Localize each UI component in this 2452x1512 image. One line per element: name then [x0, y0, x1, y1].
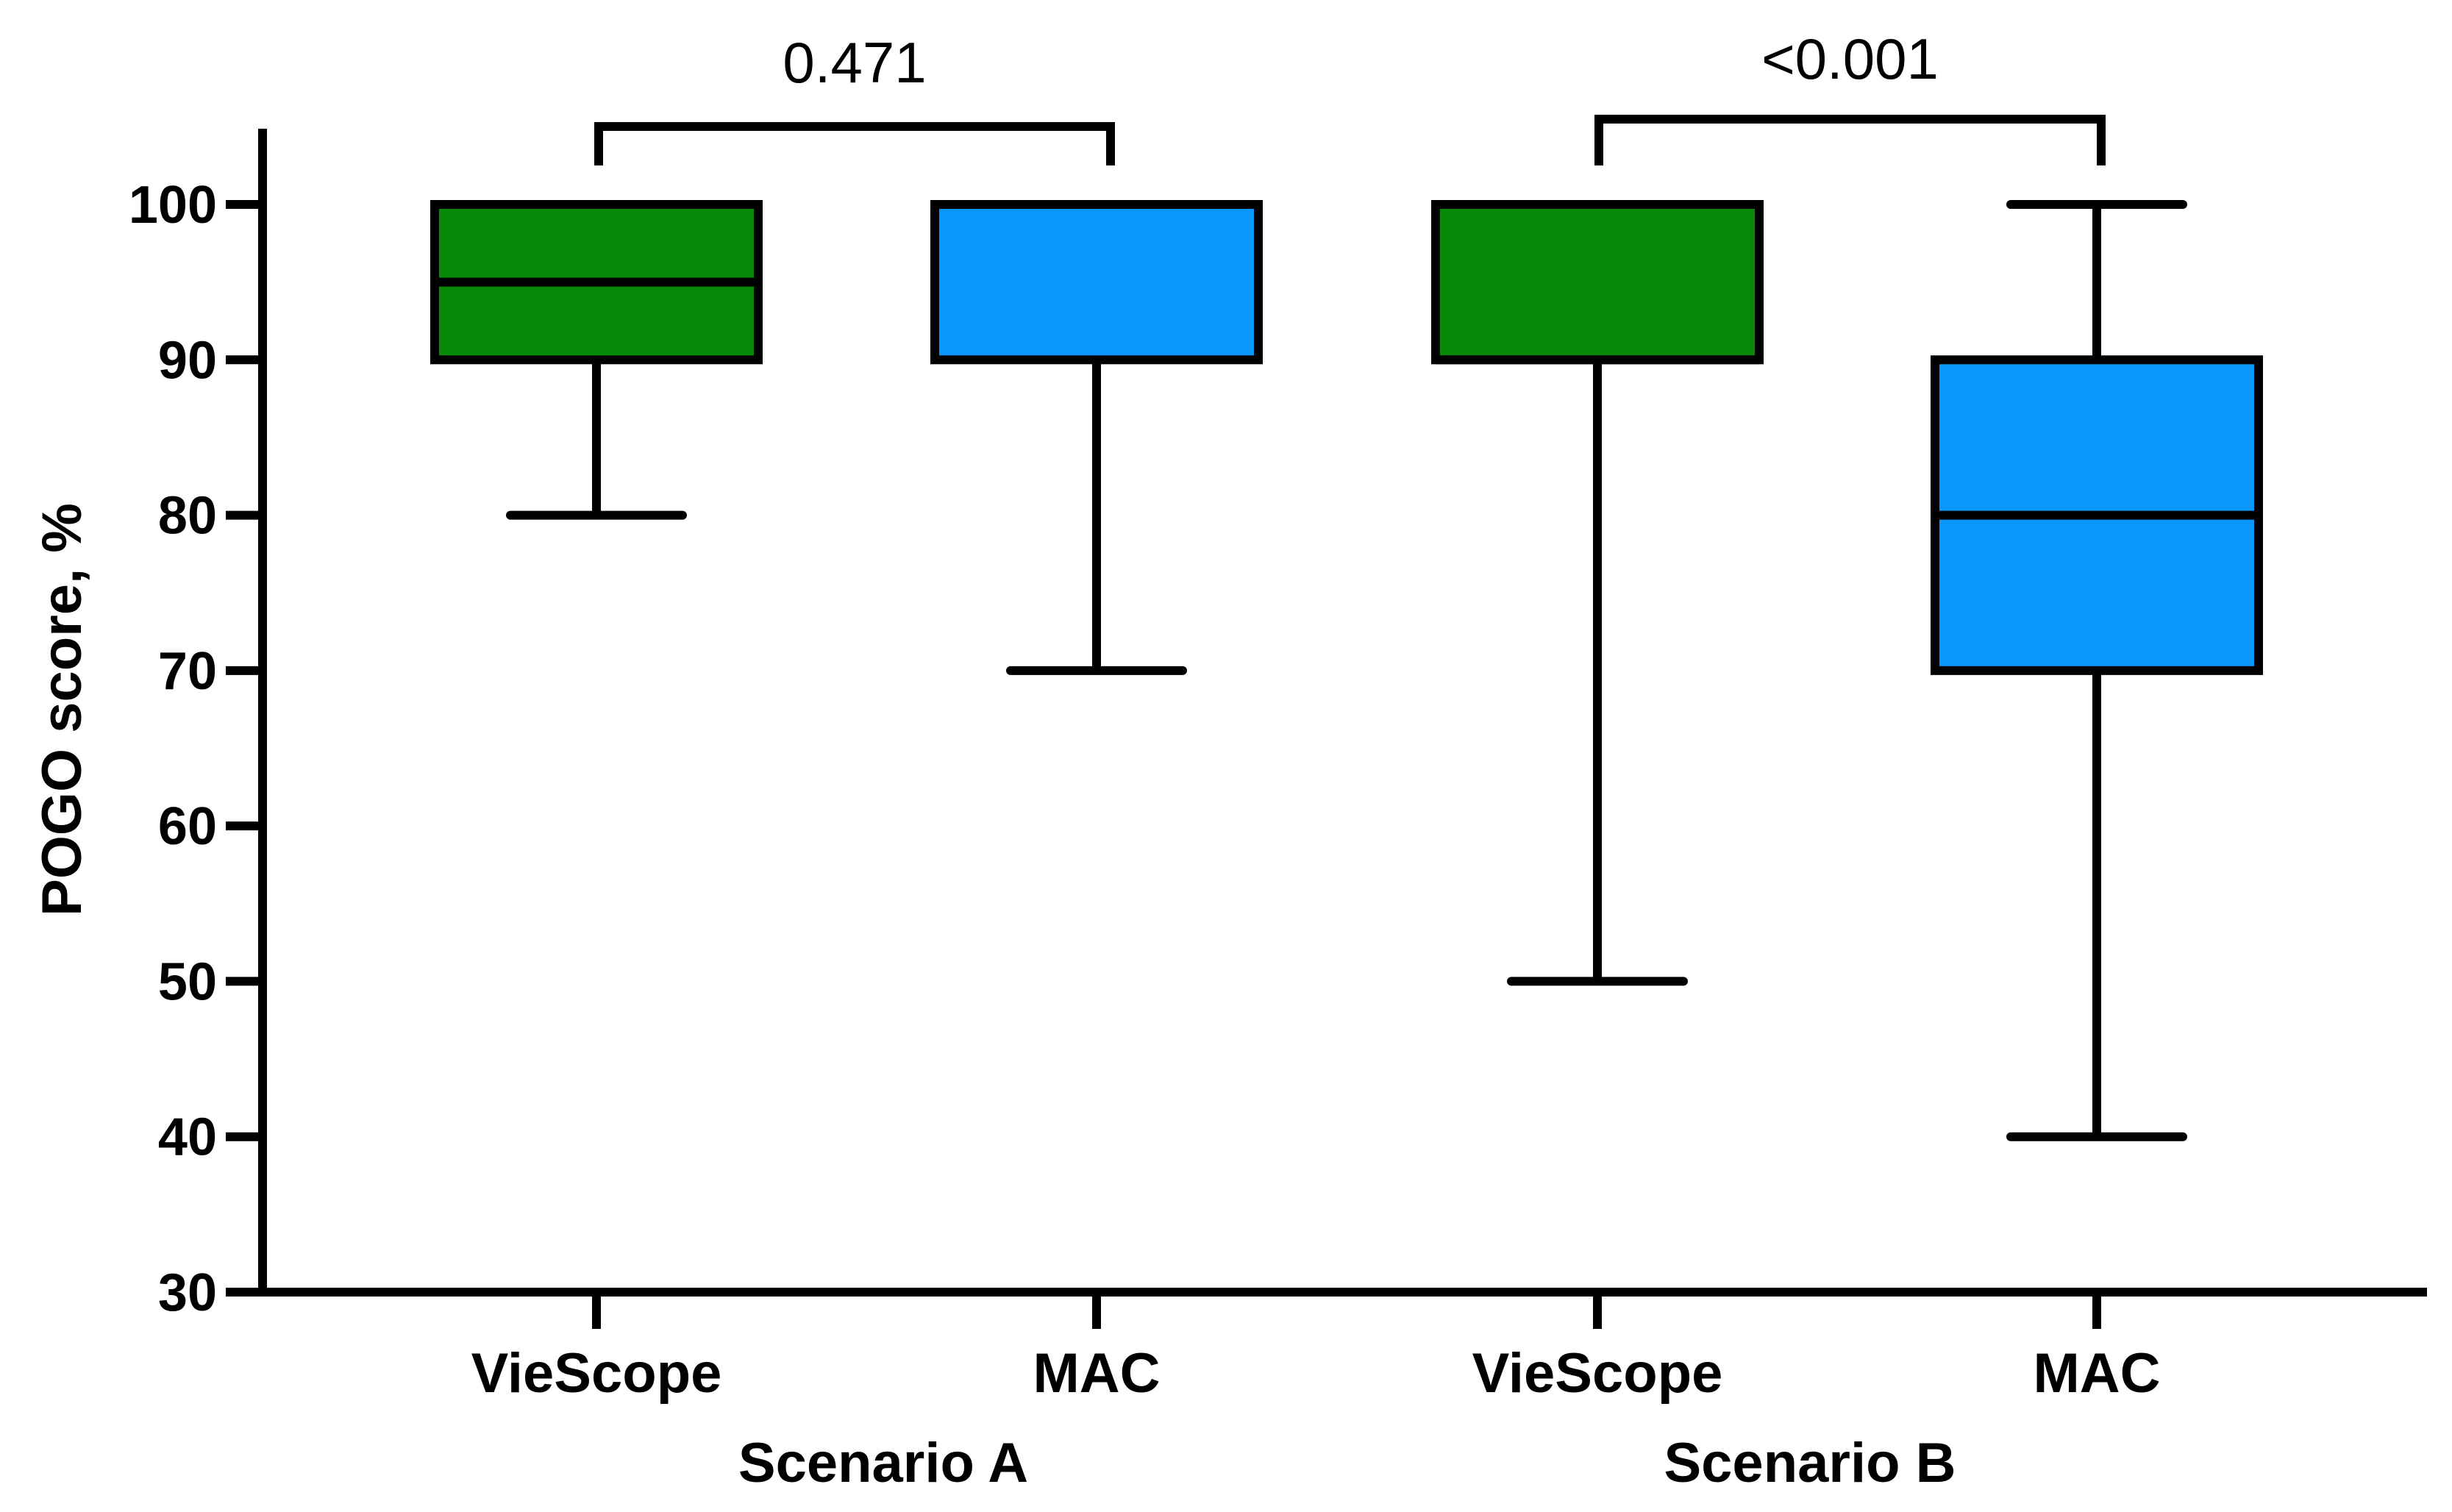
- x-category-label: VieScope: [471, 1342, 722, 1405]
- p-value-label: <0.001: [1761, 26, 1939, 91]
- boxes: [430, 200, 2263, 1141]
- y-tick-label: 70: [158, 642, 217, 701]
- y-axis-title: POGO score, %: [31, 503, 93, 916]
- significance-bracket: [594, 122, 1115, 165]
- x-category-label: MAC: [1033, 1342, 1160, 1405]
- x-category-label: MAC: [2033, 1342, 2160, 1405]
- y-tick-label: 60: [158, 797, 217, 856]
- y-tick-label: 40: [158, 1108, 217, 1167]
- x-group-label: Scenario B: [1664, 1432, 1956, 1494]
- x-category-label: VieScope: [1472, 1342, 1723, 1405]
- box: [930, 200, 1263, 365]
- p-value-label: 0.471: [783, 30, 926, 95]
- y-tick-label: 90: [158, 331, 217, 390]
- significance-brackets: 0.471 <0.001: [594, 26, 2106, 165]
- box: [1431, 200, 1764, 365]
- y-tick-label: 80: [158, 487, 217, 546]
- y-tick-label: 50: [158, 952, 217, 1011]
- x-group-label: Scenario A: [738, 1432, 1028, 1494]
- y-tick-label: 30: [158, 1263, 217, 1322]
- y-tick-label: 100: [129, 176, 217, 235]
- significance-bracket: [1594, 115, 2106, 165]
